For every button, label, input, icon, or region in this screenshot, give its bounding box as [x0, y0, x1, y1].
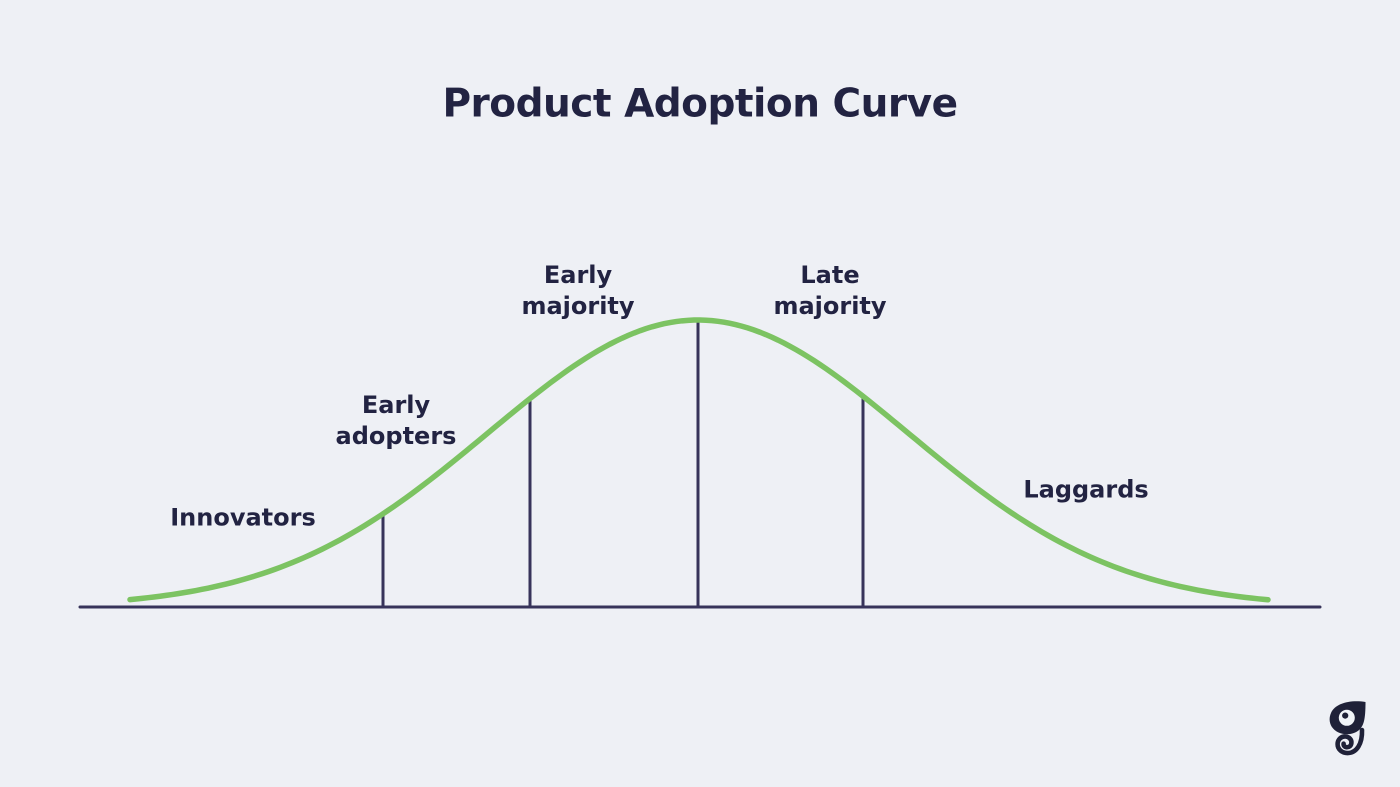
- chameleon-logo-icon: [1329, 701, 1366, 756]
- segment-label-innovators: Innovators: [170, 503, 316, 532]
- segment-label-early-adopters: Early adopters: [335, 391, 457, 450]
- segment-dividers: [381, 320, 865, 606]
- segment-label-late-majority: Late majority: [773, 261, 887, 320]
- segment-label-early-majority: Early majority: [521, 261, 635, 320]
- segment-label-laggards: Laggards: [1023, 475, 1149, 504]
- page-title: Product Adoption Curve: [442, 81, 958, 127]
- bell-curve-line: [127, 317, 1271, 603]
